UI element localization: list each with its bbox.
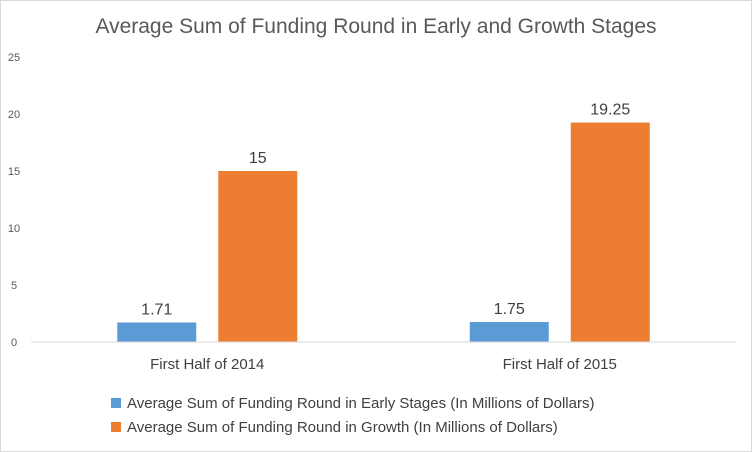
plot-area: 0 5 10 15 20 25 1.71 15 1.75 19.25 First Half of… xyxy=(8,52,736,373)
y-tick-label: 0 xyxy=(11,337,17,349)
data-label: 1.71 xyxy=(141,302,172,319)
chart-title: Average Sum of Funding Round in Early an… xyxy=(95,15,657,38)
legend-swatch-growth xyxy=(111,422,121,432)
data-label: 19.25 xyxy=(590,102,630,119)
data-label: 15 xyxy=(249,150,267,167)
y-tick-label: 25 xyxy=(8,52,20,64)
bar-early-2 xyxy=(469,322,549,342)
bars-group: 1.71 15 1.75 19.25 xyxy=(117,102,650,342)
y-tick-label: 15 xyxy=(8,166,20,178)
y-tick-label: 10 xyxy=(8,223,20,235)
y-tick-label: 20 xyxy=(8,109,20,121)
legend-label-growth: Average Sum of Funding Round in Growth (… xyxy=(127,418,558,436)
bar-growth-1 xyxy=(218,171,298,342)
bar-growth-2 xyxy=(570,122,650,342)
y-axis: 0 5 10 15 20 25 xyxy=(8,52,20,349)
legend-swatch-early xyxy=(111,398,121,408)
legend-item-growth: Average Sum of Funding Round in Growth (… xyxy=(111,415,594,439)
data-label: 1.75 xyxy=(494,301,525,318)
y-tick-label: 5 xyxy=(11,280,17,292)
legend-item-early: Average Sum of Funding Round in Early St… xyxy=(111,391,594,415)
legend-label-early: Average Sum of Funding Round in Early St… xyxy=(127,394,595,412)
bar-early-1 xyxy=(117,322,197,342)
x-tick-label: First Half of 2014 xyxy=(150,356,264,373)
x-tick-label: First Half of 2015 xyxy=(503,356,617,373)
x-axis: First Half of 2014 First Half of 2015 xyxy=(150,356,617,373)
legend: Average Sum of Funding Round in Early St… xyxy=(111,391,594,439)
